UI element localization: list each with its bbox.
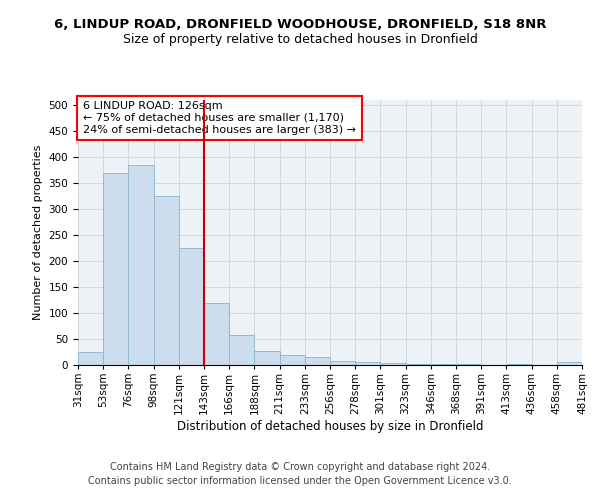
Text: Contains HM Land Registry data © Crown copyright and database right 2024.: Contains HM Land Registry data © Crown c…	[110, 462, 490, 472]
Bar	[305, 357, 330, 365]
Bar	[154, 196, 179, 365]
Bar	[355, 362, 380, 365]
Bar	[557, 362, 582, 365]
Bar	[78, 352, 103, 365]
Bar	[506, 364, 532, 365]
Text: 6 LINDUP ROAD: 126sqm
← 75% of detached houses are smaller (1,170)
24% of semi-d: 6 LINDUP ROAD: 126sqm ← 75% of detached …	[83, 102, 356, 134]
Text: Contains public sector information licensed under the Open Government Licence v3: Contains public sector information licen…	[88, 476, 512, 486]
Bar	[456, 364, 481, 365]
X-axis label: Distribution of detached houses by size in Dronfield: Distribution of detached houses by size …	[177, 420, 483, 432]
Bar	[280, 354, 305, 365]
Bar	[229, 336, 254, 365]
Bar	[406, 364, 431, 365]
Bar	[179, 248, 204, 365]
Bar	[204, 302, 229, 365]
Text: Size of property relative to detached houses in Dronfield: Size of property relative to detached ho…	[122, 32, 478, 46]
Bar	[103, 172, 128, 365]
Bar	[128, 165, 154, 365]
Bar	[330, 361, 355, 365]
Y-axis label: Number of detached properties: Number of detached properties	[33, 145, 43, 320]
Bar	[254, 351, 280, 365]
Text: 6, LINDUP ROAD, DRONFIELD WOODHOUSE, DRONFIELD, S18 8NR: 6, LINDUP ROAD, DRONFIELD WOODHOUSE, DRO…	[54, 18, 546, 30]
Bar	[380, 364, 406, 365]
Bar	[431, 364, 456, 365]
